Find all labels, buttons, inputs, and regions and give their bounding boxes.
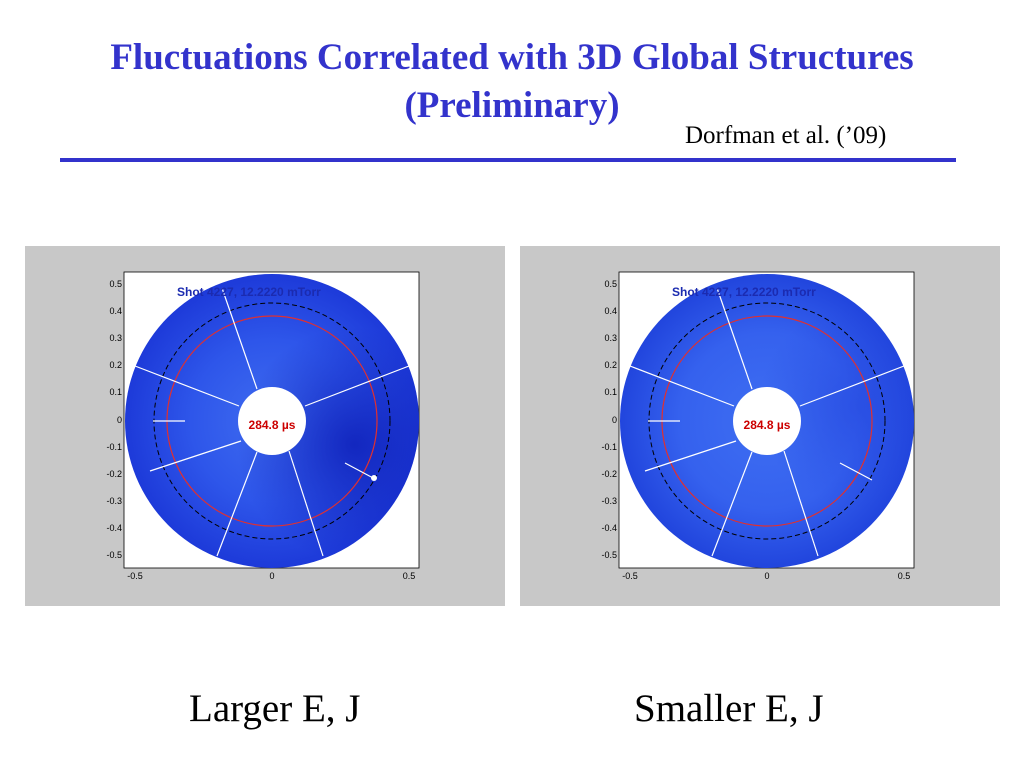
y-tick: 0.1	[109, 387, 122, 397]
y-axis-ticks: 0.5 0.4 0.3 0.2 0.1 0 -0.1 -0.2 -0.3 -0.…	[106, 279, 122, 560]
y-tick: -0.3	[106, 496, 122, 506]
y-axis-ticks: 0.5 0.4 0.3 0.2 0.1 0 -0.1 -0.2 -0.3 -0.…	[601, 279, 617, 560]
shot-label: Shot 4227, 12.2220 mTorr	[177, 285, 321, 299]
x-tick: -0.5	[622, 571, 638, 581]
y-tick: -0.2	[106, 469, 122, 479]
y-tick: 0.3	[109, 333, 122, 343]
time-label: 284.8 µs	[744, 418, 791, 432]
y-tick: -0.5	[601, 550, 617, 560]
x-tick: 0	[764, 571, 769, 581]
slide-title: Fluctuations Correlated with 3D Global S…	[0, 34, 1024, 130]
x-tick: -0.5	[127, 571, 143, 581]
title-line-1: Fluctuations Correlated with 3D Global S…	[110, 37, 914, 78]
title-line-2: (Preliminary)	[404, 85, 620, 126]
probe-marker	[371, 475, 377, 481]
y-tick: 0.1	[604, 387, 617, 397]
citation: Dorfman et al. (’09)	[685, 122, 887, 149]
y-tick: 0.4	[604, 306, 617, 316]
time-label: 284.8 µs	[249, 418, 296, 432]
y-tick: -0.4	[601, 523, 617, 533]
y-tick: -0.1	[106, 442, 122, 452]
figure-panel-left: Shot 4227, 12.2220 mTorr 284.8 µs 0.5 0.…	[25, 246, 505, 606]
y-tick: 0.5	[604, 279, 617, 289]
probe-spokes	[134, 287, 410, 557]
y-tick: 0	[612, 415, 617, 425]
y-tick: 0.3	[604, 333, 617, 343]
caption-left: Larger E, J	[189, 687, 361, 730]
x-tick: 0.5	[898, 571, 911, 581]
x-axis-ticks: -0.5 0 0.5	[622, 571, 910, 581]
polar-plot-right: Shot 4227, 12.2220 mTorr 284.8 µs 0.5 0.…	[601, 271, 915, 581]
x-tick: 0.5	[403, 571, 416, 581]
x-axis-ticks: -0.5 0 0.5	[127, 571, 415, 581]
y-tick: 0.4	[109, 306, 122, 316]
center-hole	[733, 387, 801, 455]
y-tick: -0.1	[601, 442, 617, 452]
y-tick: 0.2	[604, 360, 617, 370]
shot-label: Shot 4227, 12.2220 mTorr	[672, 285, 816, 299]
center-hole	[238, 387, 306, 455]
x-tick: 0	[269, 571, 274, 581]
y-tick: -0.5	[106, 550, 122, 560]
figure-panel-right: Shot 4227, 12.2220 mTorr 284.8 µs 0.5 0.…	[520, 246, 1000, 606]
caption-right: Smaller E, J	[634, 687, 824, 730]
probe-spokes	[629, 287, 905, 557]
title-underline	[60, 158, 956, 162]
y-tick: 0.5	[109, 279, 122, 289]
polar-plot-left: Shot 4227, 12.2220 mTorr 284.8 µs 0.5 0.…	[106, 271, 420, 581]
y-tick: -0.2	[601, 469, 617, 479]
y-tick: -0.4	[106, 523, 122, 533]
y-tick: 0	[117, 415, 122, 425]
y-tick: 0.2	[109, 360, 122, 370]
y-tick: -0.3	[601, 496, 617, 506]
